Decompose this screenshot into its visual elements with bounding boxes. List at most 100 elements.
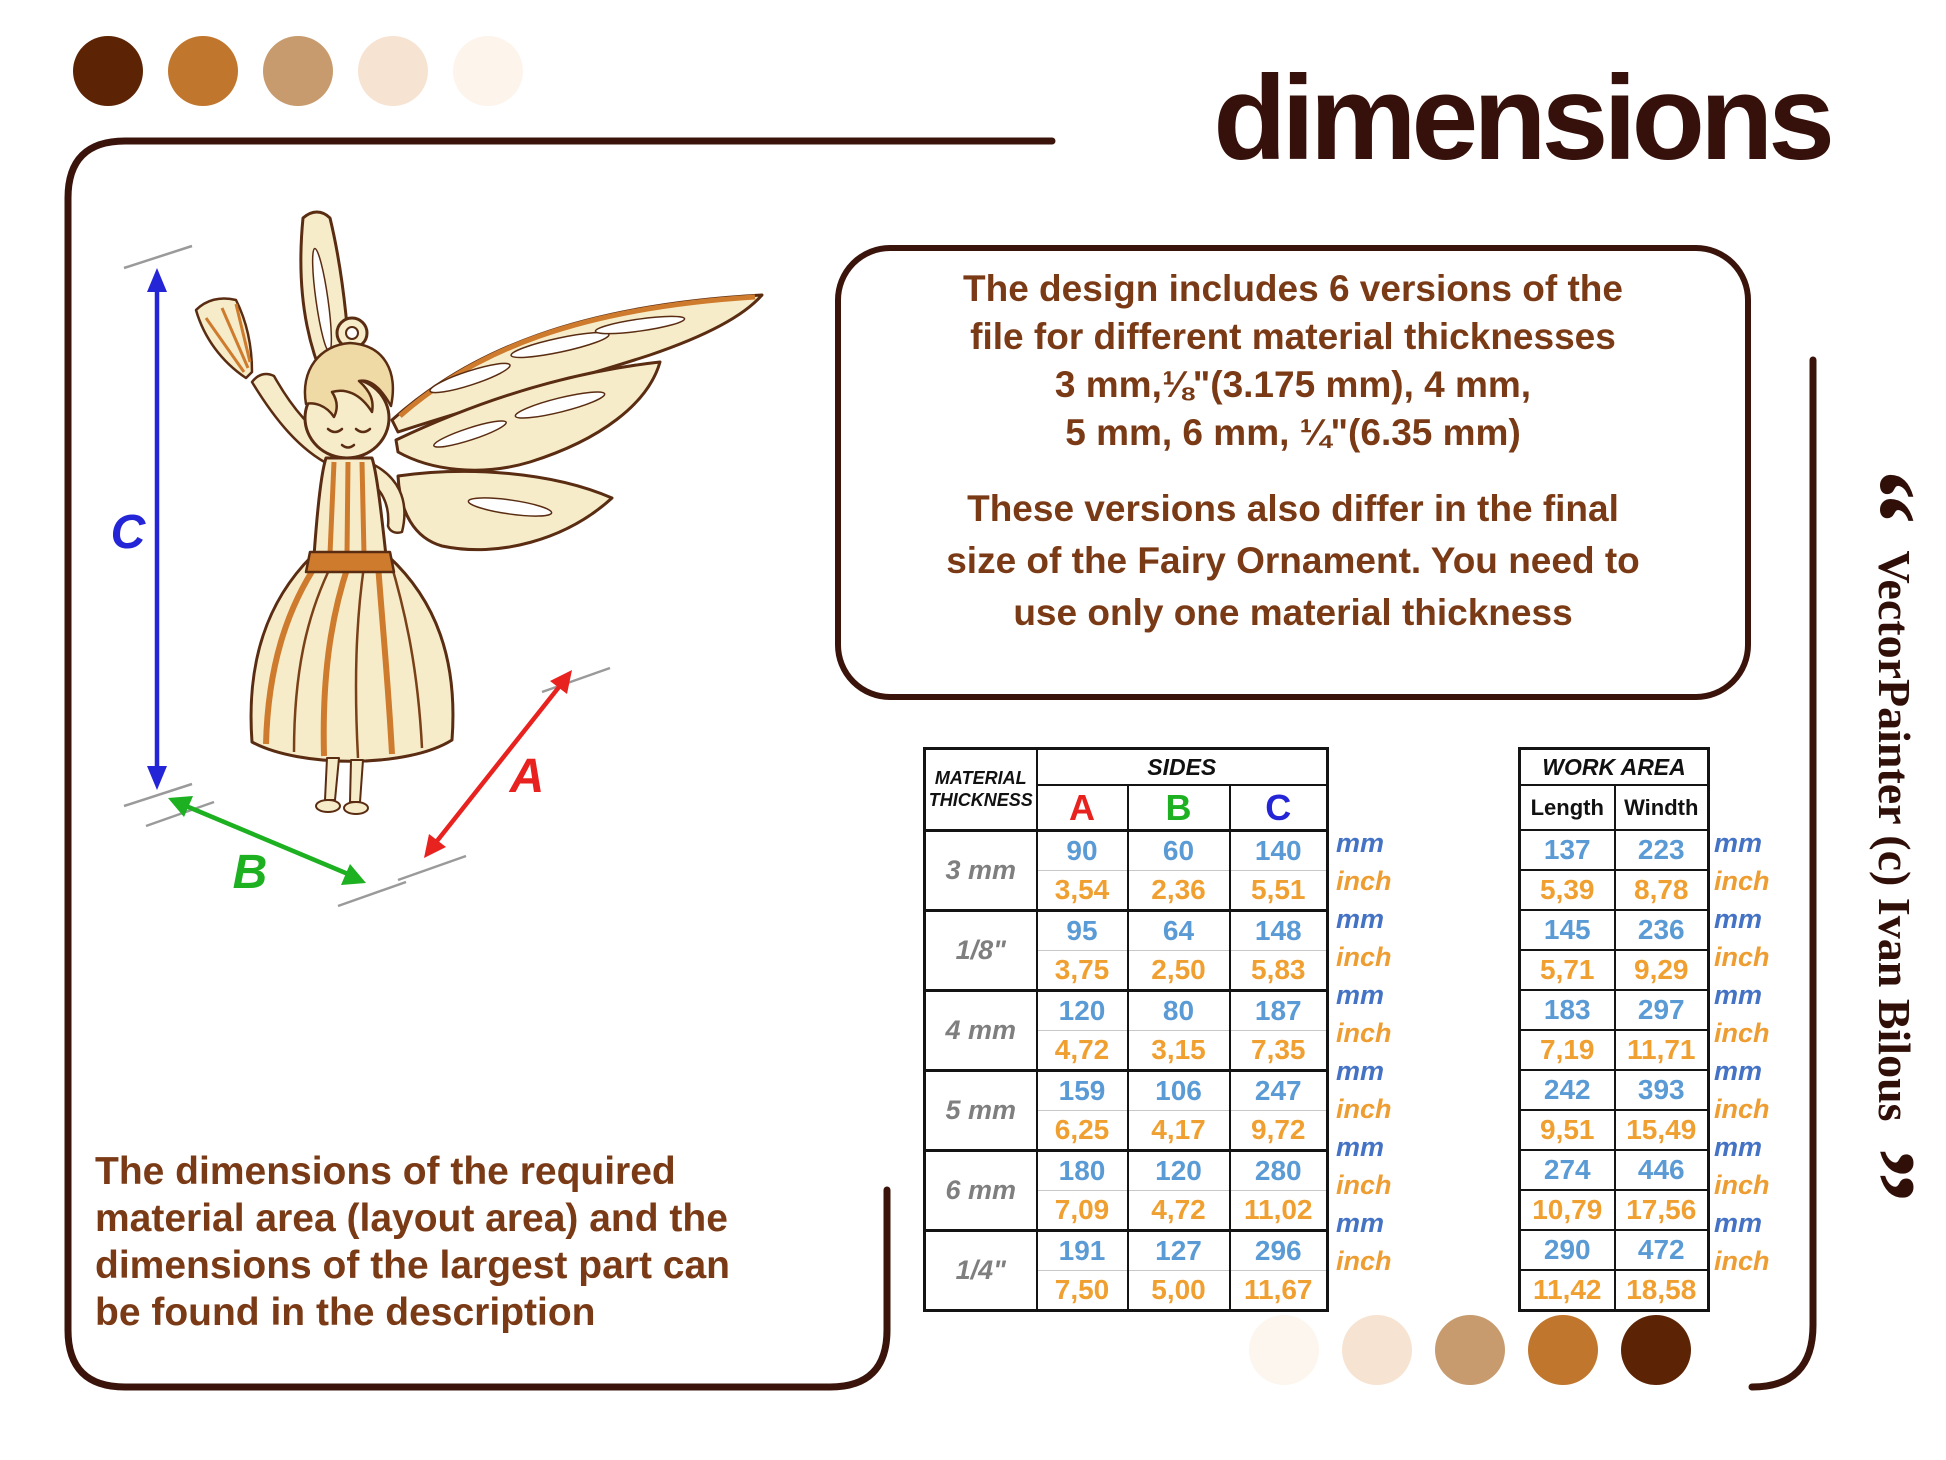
sides-value-mm: 247 xyxy=(1228,1069,1329,1111)
sides-value-mm: 148 xyxy=(1228,909,1329,951)
sides-value-inch: 3,15 xyxy=(1126,1030,1231,1072)
sides-value-mm: 191 xyxy=(1035,1229,1129,1271)
sides-value-mm: 106 xyxy=(1126,1069,1231,1111)
work-area-value-mm: 446 xyxy=(1613,1149,1710,1191)
sides-value-inch: 6,25 xyxy=(1035,1110,1129,1152)
description-line: These versions also differ in the final xyxy=(967,488,1619,529)
unit-label-inch: inch xyxy=(1714,866,1770,896)
unit-label-mm: mm xyxy=(1714,980,1763,1010)
column-header-windth: Windth xyxy=(1613,784,1710,831)
column-header-length: Length xyxy=(1518,784,1616,831)
work-area-value-mm: 472 xyxy=(1613,1229,1710,1271)
dimension-label-c: C xyxy=(111,506,147,559)
sides-value-inch: 3,54 xyxy=(1035,870,1129,912)
author-credit-text: VectorPainter (c) Ivan Bilous xyxy=(1869,550,1921,1122)
sides-value-inch: 4,72 xyxy=(1035,1030,1129,1072)
work-area-value-inch: 18,58 xyxy=(1613,1269,1710,1312)
thickness-cell: 1/8" xyxy=(923,909,1038,992)
sides-value-inch: 7,35 xyxy=(1228,1030,1329,1072)
unit-label-mm: mm xyxy=(1714,828,1763,858)
palette-dot xyxy=(1435,1315,1505,1385)
work-area-value-mm: 393 xyxy=(1613,1069,1710,1111)
description-line: 3 mm,⅛"(3.175 mm), 4 mm, xyxy=(1054,364,1532,405)
work-area-value-mm: 223 xyxy=(1613,829,1710,871)
unit-label-mm: mm xyxy=(1336,1056,1385,1086)
note-line: material area (layout area) and the xyxy=(95,1197,728,1240)
sides-value-mm: 140 xyxy=(1228,829,1329,871)
unit-label-inch: inch xyxy=(1336,1246,1392,1276)
unit-label-mm: mm xyxy=(1336,904,1385,934)
thickness-cell: 3 mm xyxy=(923,829,1038,912)
sides-value-mm: 187 xyxy=(1228,989,1329,1031)
sides-table: MATERIAL THICKNESS SIDES A B C 3 mm 90 60 1… xyxy=(923,747,1329,1312)
work-area-value-mm: 183 xyxy=(1518,989,1616,1031)
unit-label-mm: mm xyxy=(1714,1208,1763,1238)
bottom-note: The dimensions of the required material … xyxy=(95,1148,755,1336)
work-area-value-inch: 5,71 xyxy=(1518,949,1616,991)
work-area-value-mm: 236 xyxy=(1613,909,1710,951)
sides-value-mm: 120 xyxy=(1126,1149,1231,1191)
sides-value-mm: 180 xyxy=(1035,1149,1129,1191)
unit-label-mm: mm xyxy=(1336,1132,1385,1162)
palette-dot xyxy=(453,36,523,106)
work-area-value-inch: 15,49 xyxy=(1613,1109,1710,1151)
column-header-a: A xyxy=(1035,784,1129,832)
description-line: size of the Fairy Ornament. You need to xyxy=(946,540,1640,581)
sides-value-inch: 4,17 xyxy=(1126,1110,1231,1152)
unit-label-mm: mm xyxy=(1714,1056,1763,1086)
palette-dot xyxy=(1249,1315,1319,1385)
sides-value-inch: 7,09 xyxy=(1035,1190,1129,1232)
column-header-c: C xyxy=(1228,784,1329,832)
unit-label-inch: inch xyxy=(1714,1170,1770,1200)
sides-value-mm: 64 xyxy=(1126,909,1231,951)
palette-dot xyxy=(73,36,143,106)
fairy-illustration xyxy=(194,210,764,815)
unit-label-inch: inch xyxy=(1336,1170,1392,1200)
sides-value-inch: 4,72 xyxy=(1126,1190,1231,1232)
sides-value-mm: 127 xyxy=(1126,1229,1231,1271)
sides-header: SIDES xyxy=(1035,747,1329,786)
sides-value-inch: 3,75 xyxy=(1035,950,1129,992)
unit-label-inch: inch xyxy=(1336,942,1392,972)
page-title: dimensions xyxy=(1213,51,1835,185)
thickness-cell: 6 mm xyxy=(923,1149,1038,1232)
dimension-arrow-b: B xyxy=(168,796,366,899)
note-line: The dimensions of the required xyxy=(95,1150,676,1193)
sides-value-inch: 5,00 xyxy=(1126,1270,1231,1312)
palette-dot xyxy=(1621,1315,1691,1385)
dimension-label-b: B xyxy=(233,846,268,899)
work-area-value-mm: 145 xyxy=(1518,909,1616,951)
fairy-diagram: C A B xyxy=(111,210,764,908)
work-area-value-inch: 11,71 xyxy=(1613,1029,1710,1071)
column-header-b: B xyxy=(1126,784,1231,832)
sides-value-mm: 60 xyxy=(1126,829,1231,871)
work-area-value-inch: 17,56 xyxy=(1613,1189,1710,1231)
note-line: be found in the description xyxy=(95,1291,596,1334)
sides-value-mm: 296 xyxy=(1228,1229,1329,1271)
thickness-cell: 1/4" xyxy=(923,1229,1038,1312)
work-area-value-mm: 274 xyxy=(1518,1149,1616,1191)
sides-value-inch: 5,83 xyxy=(1228,950,1329,992)
work-area-table: WORK AREA Length Windth 137 223 5,39 8,78 14… xyxy=(1518,747,1710,1312)
palette-dot xyxy=(263,36,333,106)
work-area-value-mm: 242 xyxy=(1518,1069,1616,1111)
author-credit: “ VectorPainter (c) Ivan Bilous ” xyxy=(1816,469,1938,1203)
dimension-ticks xyxy=(123,244,611,908)
unit-label-mm: mm xyxy=(1714,1132,1763,1162)
palette-dot xyxy=(1528,1315,1598,1385)
unit-label-mm: mm xyxy=(1336,1208,1385,1238)
sides-value-inch: 5,51 xyxy=(1228,870,1329,912)
sides-value-inch: 11,02 xyxy=(1228,1190,1329,1232)
palette-dot xyxy=(1342,1315,1412,1385)
work-area-header: WORK AREA xyxy=(1518,747,1710,786)
work-area-value-inch: 10,79 xyxy=(1518,1189,1616,1231)
unit-label-inch: inch xyxy=(1336,1094,1392,1124)
material-header-line: MATERIAL xyxy=(934,768,1027,789)
unit-label-mm: mm xyxy=(1336,828,1385,858)
sides-value-mm: 95 xyxy=(1035,909,1129,951)
unit-label-inch: inch xyxy=(1336,1018,1392,1048)
unit-label-inch: inch xyxy=(1714,1246,1770,1276)
work-area-value-inch: 8,78 xyxy=(1613,869,1710,911)
unit-label-inch: inch xyxy=(1714,942,1770,972)
